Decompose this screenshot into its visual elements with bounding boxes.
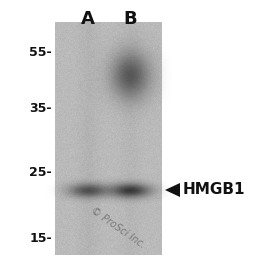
Text: 25-: 25- — [29, 165, 52, 178]
Polygon shape — [165, 183, 180, 197]
Text: © ProSci Inc.: © ProSci Inc. — [89, 206, 147, 250]
Text: HMGB1: HMGB1 — [183, 183, 246, 198]
Text: 35-: 35- — [29, 101, 52, 114]
Text: 55-: 55- — [29, 45, 52, 58]
Bar — [55, 22, 162, 255]
Text: B: B — [123, 10, 137, 28]
Text: 15-: 15- — [29, 232, 52, 245]
Text: A: A — [81, 10, 95, 28]
